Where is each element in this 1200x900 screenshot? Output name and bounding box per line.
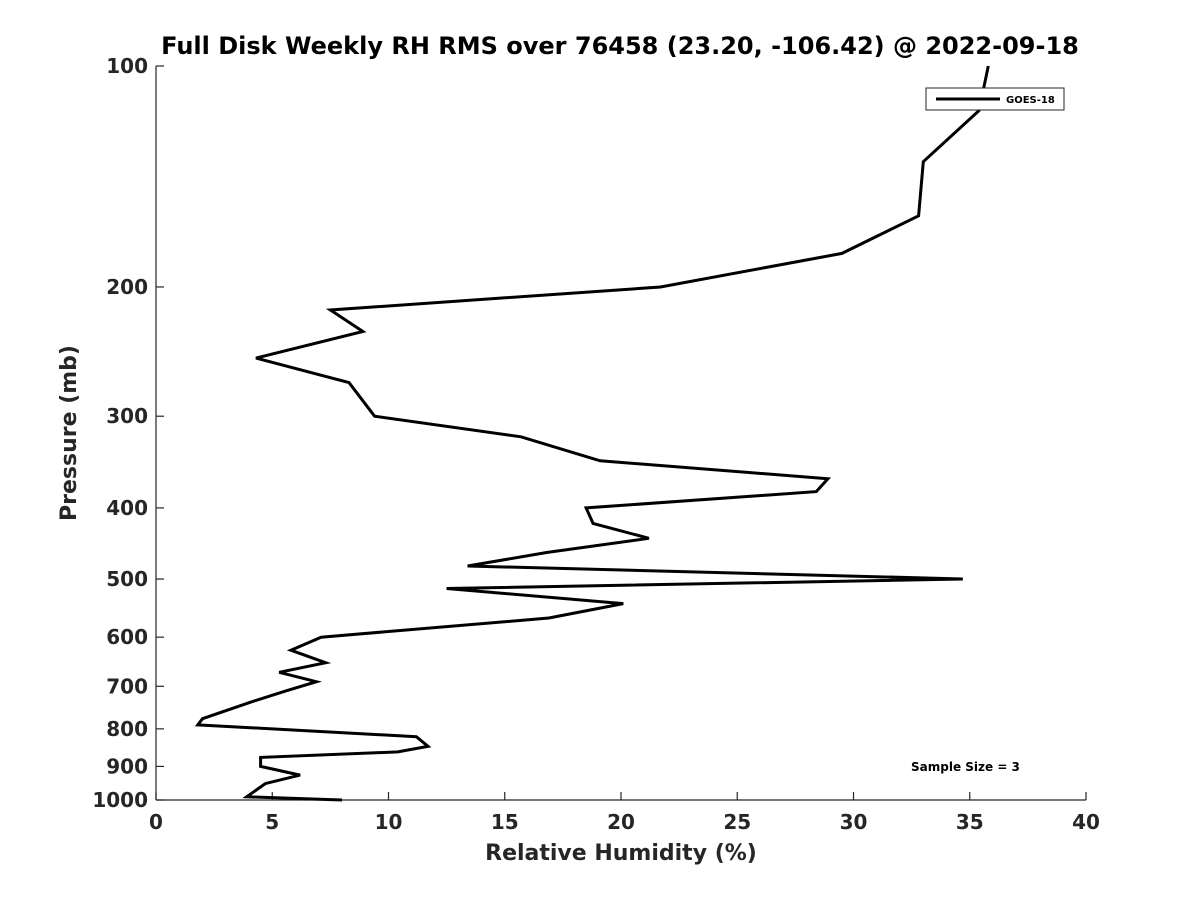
y-tick-label: 600 <box>106 625 148 649</box>
y-tick-label: 700 <box>106 674 148 698</box>
x-tick-label: 0 <box>149 810 163 834</box>
x-tick-label: 15 <box>491 810 519 834</box>
chart-title: Full Disk Weekly RH RMS over 76458 (23.2… <box>161 32 1079 60</box>
y-tick-label: 200 <box>106 275 148 299</box>
series-layer <box>194 65 990 802</box>
y-tick-label: 500 <box>106 567 148 591</box>
x-tick-label: 5 <box>265 810 279 834</box>
x-tick-label: 40 <box>1072 810 1100 834</box>
x-tick-label: 30 <box>840 810 868 834</box>
x-tick-label: 25 <box>723 810 751 834</box>
y-tick-label: 1000 <box>92 788 148 812</box>
series-line-goes-18 <box>194 65 990 802</box>
x-tick-label: 35 <box>956 810 984 834</box>
y-tick-label: 300 <box>106 404 148 428</box>
y-tick-label: 800 <box>106 717 148 741</box>
sample-size-annotation: Sample Size = 3 <box>911 760 1020 774</box>
legend: GOES-18 <box>925 87 1065 111</box>
y-tick-label: 900 <box>106 754 148 778</box>
x-tick-label: 10 <box>375 810 403 834</box>
y-tick-label: 400 <box>106 496 148 520</box>
y-ticks: 100 200 300 400 500 600 700 800 900 1000 <box>92 54 164 812</box>
x-axis-label: Relative Humidity (%) <box>485 841 757 866</box>
x-tick-label: 20 <box>607 810 635 834</box>
y-axis-label: Pressure (mb) <box>57 345 82 521</box>
y-tick-label: 100 <box>106 54 148 78</box>
legend-label: GOES-18 <box>1006 95 1055 106</box>
x-ticks: 0 5 10 15 20 25 30 35 40 <box>149 792 1100 834</box>
